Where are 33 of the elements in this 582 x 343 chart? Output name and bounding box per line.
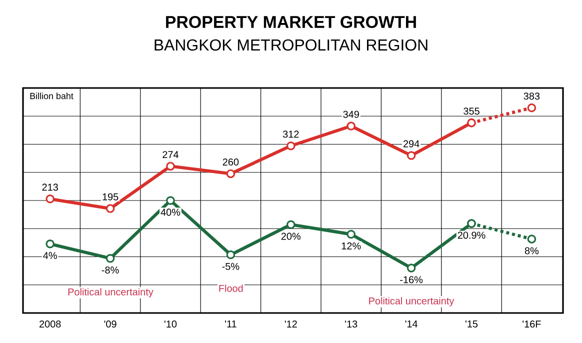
x-tick-label: '09 <box>104 320 116 328</box>
data-label: 213 <box>42 184 58 191</box>
data-label: -5% <box>222 262 240 270</box>
data-label: 20.9% <box>458 232 486 239</box>
x-tick-label: '11 <box>225 320 236 328</box>
x-tick-label: '12 <box>284 320 297 328</box>
data-label: 4% <box>43 252 57 260</box>
data-label: 312 <box>282 130 299 138</box>
data-label: -16% <box>400 276 423 284</box>
x-tick-label: '16F <box>522 320 541 328</box>
x-tick-label: '10 <box>164 320 177 328</box>
annotation: Political uncertainty <box>369 297 454 306</box>
data-label: 195 <box>102 193 118 200</box>
y-axis-title: Billion baht <box>30 92 74 100</box>
data-label: 349 <box>343 110 359 118</box>
x-tick-label: '14 <box>405 320 418 328</box>
data-label: 383 <box>524 92 540 100</box>
annotation: Flood <box>219 284 243 292</box>
data-label: 20% <box>281 232 301 240</box>
data-label: -8% <box>102 266 119 274</box>
x-tick-label: '13 <box>345 320 358 328</box>
chart-title: PROPERTY MARKET GROWTH <box>166 16 416 28</box>
data-label: 274 <box>162 151 179 158</box>
x-tick-label: 2008 <box>40 320 61 328</box>
data-label: 8% <box>524 247 539 254</box>
data-label: 40% <box>160 208 180 216</box>
annotation: Political uncertainty <box>68 288 154 298</box>
data-label: 294 <box>403 140 420 148</box>
x-tick-label: '15 <box>466 320 478 328</box>
data-label: 260 <box>222 158 239 166</box>
chart-subtitle: BANGKOK METROPOLITAN REGION <box>154 39 428 51</box>
data-label: 12% <box>342 242 361 250</box>
data-label: 355 <box>464 108 480 115</box>
